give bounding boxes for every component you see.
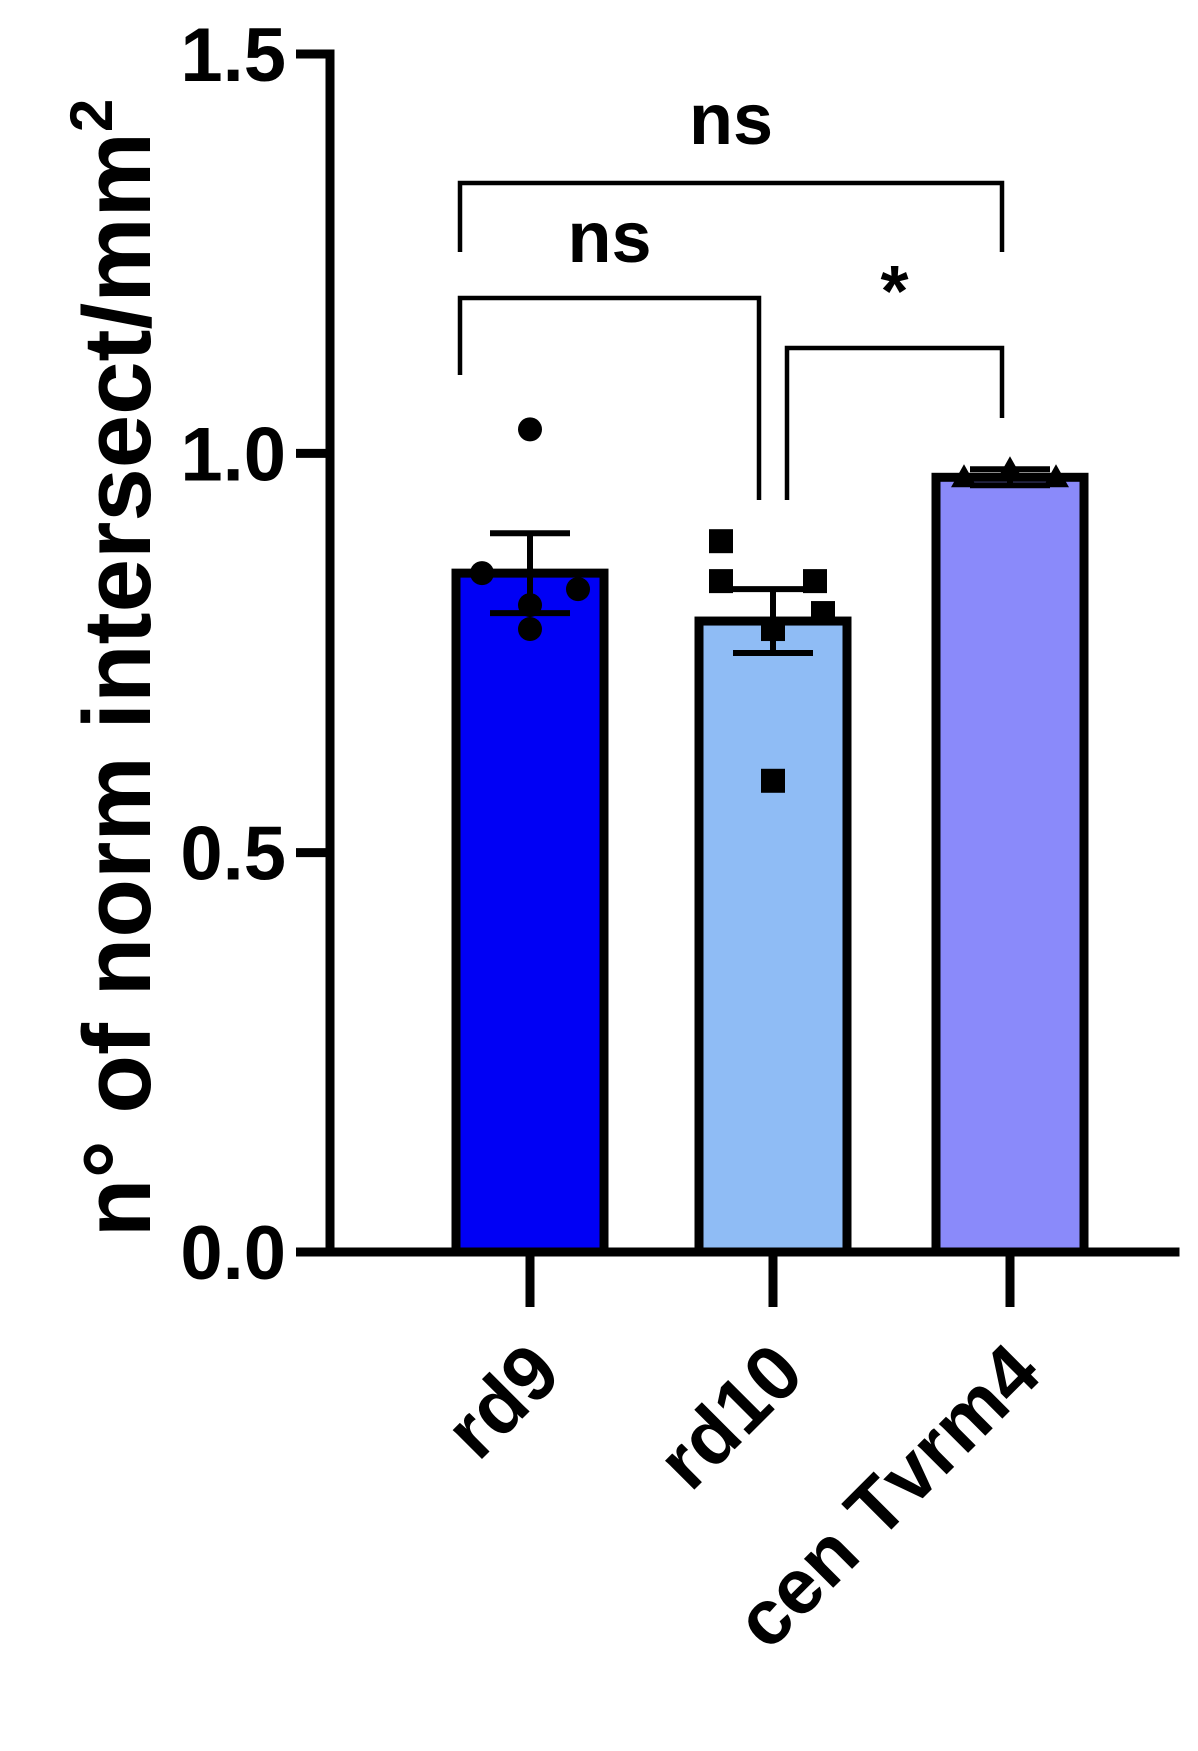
significance-bracket bbox=[784, 345, 1005, 500]
data-point-circle bbox=[566, 577, 590, 602]
x-tick-label-rd10: rd10 bbox=[640, 1327, 819, 1506]
data-point-circle bbox=[470, 561, 494, 586]
data-point-triangle bbox=[1043, 464, 1069, 488]
data-point-circle bbox=[518, 417, 542, 442]
significance-label: ns bbox=[689, 80, 773, 160]
data-point-square bbox=[811, 601, 835, 626]
y-tick-label: 0.5 bbox=[180, 812, 286, 897]
y-tick-label: 1.0 bbox=[180, 412, 286, 497]
significance-bracket bbox=[457, 295, 762, 500]
data-points bbox=[470, 417, 1069, 793]
significance-label: ns bbox=[567, 198, 651, 278]
data-point-square bbox=[761, 768, 785, 793]
data-point-circle bbox=[518, 593, 542, 618]
data-point-circle bbox=[518, 617, 542, 642]
axis-labels: n° of norm intersect/mm2 bbox=[58, 99, 171, 1238]
significance-label: * bbox=[880, 252, 908, 332]
bar-rd9 bbox=[451, 568, 609, 1257]
data-point-square bbox=[709, 529, 733, 554]
data-point-triangle bbox=[951, 464, 977, 488]
data-point-square bbox=[709, 569, 733, 594]
significance-bracket bbox=[457, 180, 1005, 252]
data-point-square bbox=[803, 569, 827, 594]
y-axis-title: n° of norm intersect/mm2 bbox=[58, 99, 171, 1238]
bar-rd10 bbox=[694, 616, 852, 1257]
x-tick-label-rd9: rd9 bbox=[428, 1327, 576, 1475]
data-point-square bbox=[761, 617, 785, 642]
y-tick-label: 0.0 bbox=[180, 1211, 286, 1296]
y-tick-label: 1.5 bbox=[180, 13, 286, 98]
data-point-triangle bbox=[997, 456, 1023, 480]
bar-cen-tvrm4 bbox=[931, 472, 1089, 1257]
